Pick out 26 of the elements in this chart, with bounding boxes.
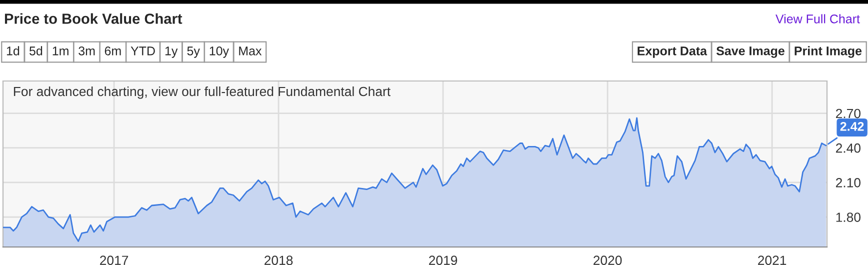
- text: Print Image: [794, 46, 862, 58]
- annotation: 2.42: [840, 122, 864, 131]
- text: YTD: [130, 46, 155, 56]
- y-tick-label: 2.10: [836, 178, 860, 188]
- text: Max: [239, 46, 262, 56]
- annotation: For advanced charting, view our full-featured Fundamental Chart: [14, 86, 390, 99]
- text: 1m: [52, 46, 68, 56]
- text: Export Data: [638, 46, 708, 58]
- x-tick-label: 2018: [264, 256, 293, 265]
- y-tick-label: 1.80: [836, 212, 860, 222]
- x-tick-label: 2017: [100, 256, 128, 265]
- text: Save Image: [716, 46, 784, 58]
- x-tick-label: 2020: [594, 256, 622, 265]
- text: 1y: [165, 46, 178, 58]
- text: 3m: [78, 46, 95, 56]
- y-tick-label: 2.70: [836, 108, 860, 118]
- x-tick-label: 2021: [758, 256, 786, 265]
- chart-title: Price to Book Value Chart: [4, 13, 182, 24]
- text: 5d: [30, 46, 42, 56]
- text: 1d: [6, 46, 20, 56]
- text: 10y: [210, 46, 230, 58]
- y-tick-label: 2.40: [836, 143, 860, 153]
- x-tick-label: 2019: [429, 256, 458, 265]
- text: 6m: [104, 46, 121, 56]
- text: View Full Chart: [776, 14, 860, 24]
- text: 5y: [187, 46, 200, 58]
